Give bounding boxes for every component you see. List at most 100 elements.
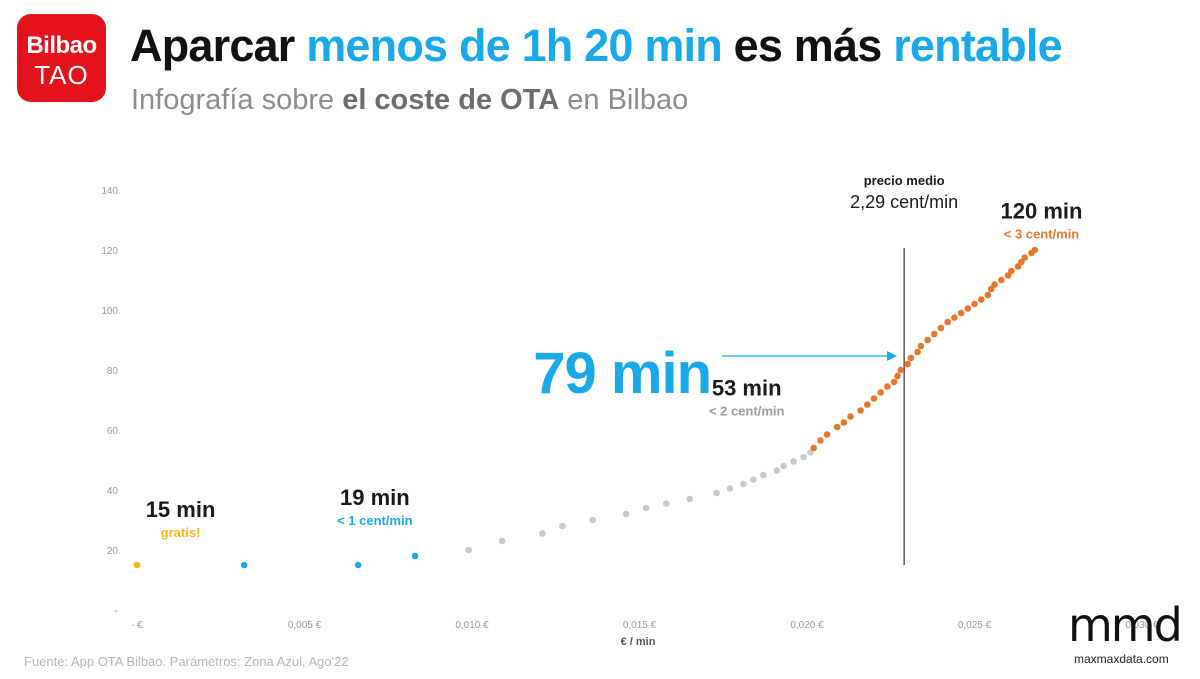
data-point: [1004, 272, 1012, 279]
data-point: [914, 348, 921, 356]
subtitle-post: en Bilbao: [559, 84, 689, 116]
data-point: [726, 485, 734, 492]
y-tick-label: 80: [107, 366, 119, 377]
data-point: [870, 395, 878, 402]
data-point: [924, 336, 931, 344]
data-point: [998, 276, 1005, 284]
y-tick-label: 100: [101, 306, 118, 317]
data-points: [133, 246, 1039, 569]
callout-arrow-head: [887, 351, 897, 361]
subtitle-pre: Infografía sobre: [131, 84, 343, 116]
data-point: [411, 552, 419, 560]
data-point: [780, 462, 787, 470]
title-part: es más: [721, 20, 894, 71]
data-point: [663, 500, 670, 507]
x-tick-label: 0,010 €: [455, 620, 489, 631]
source-note: Fuente: App OTA Bilbao. Parámetros: Zona…: [24, 654, 349, 669]
page-title: Aparcar menos de 1h 20 min es más rentab…: [130, 20, 1063, 72]
data-point: [642, 504, 650, 512]
x-axis: - € 0,005 € 0,010 € 0,015 € 0,020 € 0,025 € 0,…: [131, 620, 1159, 631]
subtitle-bold: el coste de OTA: [342, 84, 560, 116]
x-axis-title: € / min: [621, 636, 656, 648]
data-point: [937, 324, 945, 332]
data-point: [971, 300, 978, 308]
data-point: [987, 285, 995, 293]
data-point: [847, 413, 854, 420]
data-point: [944, 318, 951, 326]
data-point: [991, 281, 998, 288]
data-point: [498, 537, 506, 545]
data-point: [686, 495, 694, 503]
data-point: [817, 437, 824, 444]
annotation-title: 120 min: [1001, 199, 1083, 224]
data-point: [589, 516, 596, 524]
data-point: [957, 309, 965, 317]
data-point: [857, 407, 864, 414]
y-axis: - 20 40 60 80 100 120 140: [101, 186, 118, 617]
y-tick-label: 20: [107, 546, 119, 557]
y-tick-label: 140: [101, 186, 118, 197]
x-tick-label: 0,015 €: [623, 620, 657, 631]
annotation-subtitle: < 1 cent/min: [337, 513, 413, 528]
x-tick-label: 0,020 €: [790, 620, 824, 631]
mean-price-value: 2,29 cent/min: [850, 192, 958, 212]
data-point: [977, 296, 985, 303]
data-point: [964, 305, 972, 312]
data-point: [1008, 267, 1015, 275]
data-point: [840, 419, 848, 426]
brand-logo: mmd: [1068, 598, 1183, 652]
y-tick-label: 40: [107, 486, 119, 497]
brand-website: maxmaxdata.com: [1074, 652, 1169, 666]
data-point: [1021, 254, 1029, 261]
data-point: [897, 366, 905, 374]
x-tick-label: 0,025 €: [958, 620, 992, 631]
data-point: [931, 330, 938, 338]
data-point: [864, 401, 871, 408]
y-tick-label: 60: [107, 426, 119, 437]
data-point: [240, 561, 248, 569]
logo-line-1: Bilbao: [26, 32, 97, 59]
data-point: [622, 510, 630, 518]
x-tick-label: - €: [131, 620, 143, 631]
data-point: [559, 522, 566, 530]
page-subtitle: Infografía sobre el coste de OTA en Bilb…: [131, 84, 688, 117]
data-point: [354, 561, 362, 569]
annotations: 15 min gratis! 19 min < 1 cent/min 53 min < 2…: [146, 199, 1083, 541]
data-point: [907, 354, 915, 362]
data-point: [877, 389, 884, 396]
data-point: [713, 489, 720, 497]
data-point: [740, 480, 747, 488]
annotation-title: 19 min: [340, 485, 410, 510]
data-point: [904, 360, 911, 368]
data-point: [1014, 263, 1022, 270]
annotation-title: 15 min: [146, 497, 216, 522]
data-point: [984, 291, 992, 299]
annotation-title: 53 min: [712, 376, 782, 401]
bilbao-tao-logo: Bilbao TAO: [17, 14, 106, 102]
title-part-highlight: menos de 1h 20 min: [306, 20, 723, 71]
data-point: [133, 561, 141, 569]
data-point: [810, 444, 817, 452]
data-point: [951, 314, 958, 321]
data-point: [790, 458, 797, 465]
annotation-subtitle: < 2 cent/min: [709, 404, 785, 419]
callout-79-min: 79 min: [533, 341, 711, 406]
y-tick-label: -: [115, 606, 118, 617]
annotation-subtitle: < 3 cent/min: [1004, 227, 1080, 242]
data-point: [807, 449, 814, 456]
data-point: [760, 471, 767, 479]
mean-price-label: precio medio: [864, 173, 945, 188]
data-point: [823, 431, 831, 438]
y-tick-label: 120: [101, 246, 118, 257]
data-point: [1031, 246, 1039, 254]
title-part-highlight: rentable: [893, 20, 1062, 71]
annotation-subtitle: gratis!: [161, 525, 201, 540]
data-point: [884, 383, 891, 390]
data-point: [833, 423, 841, 431]
data-point: [539, 530, 546, 537]
data-point: [890, 378, 898, 386]
logo-line-2: TAO: [34, 60, 89, 90]
data-point: [773, 467, 781, 474]
data-point: [894, 372, 901, 380]
